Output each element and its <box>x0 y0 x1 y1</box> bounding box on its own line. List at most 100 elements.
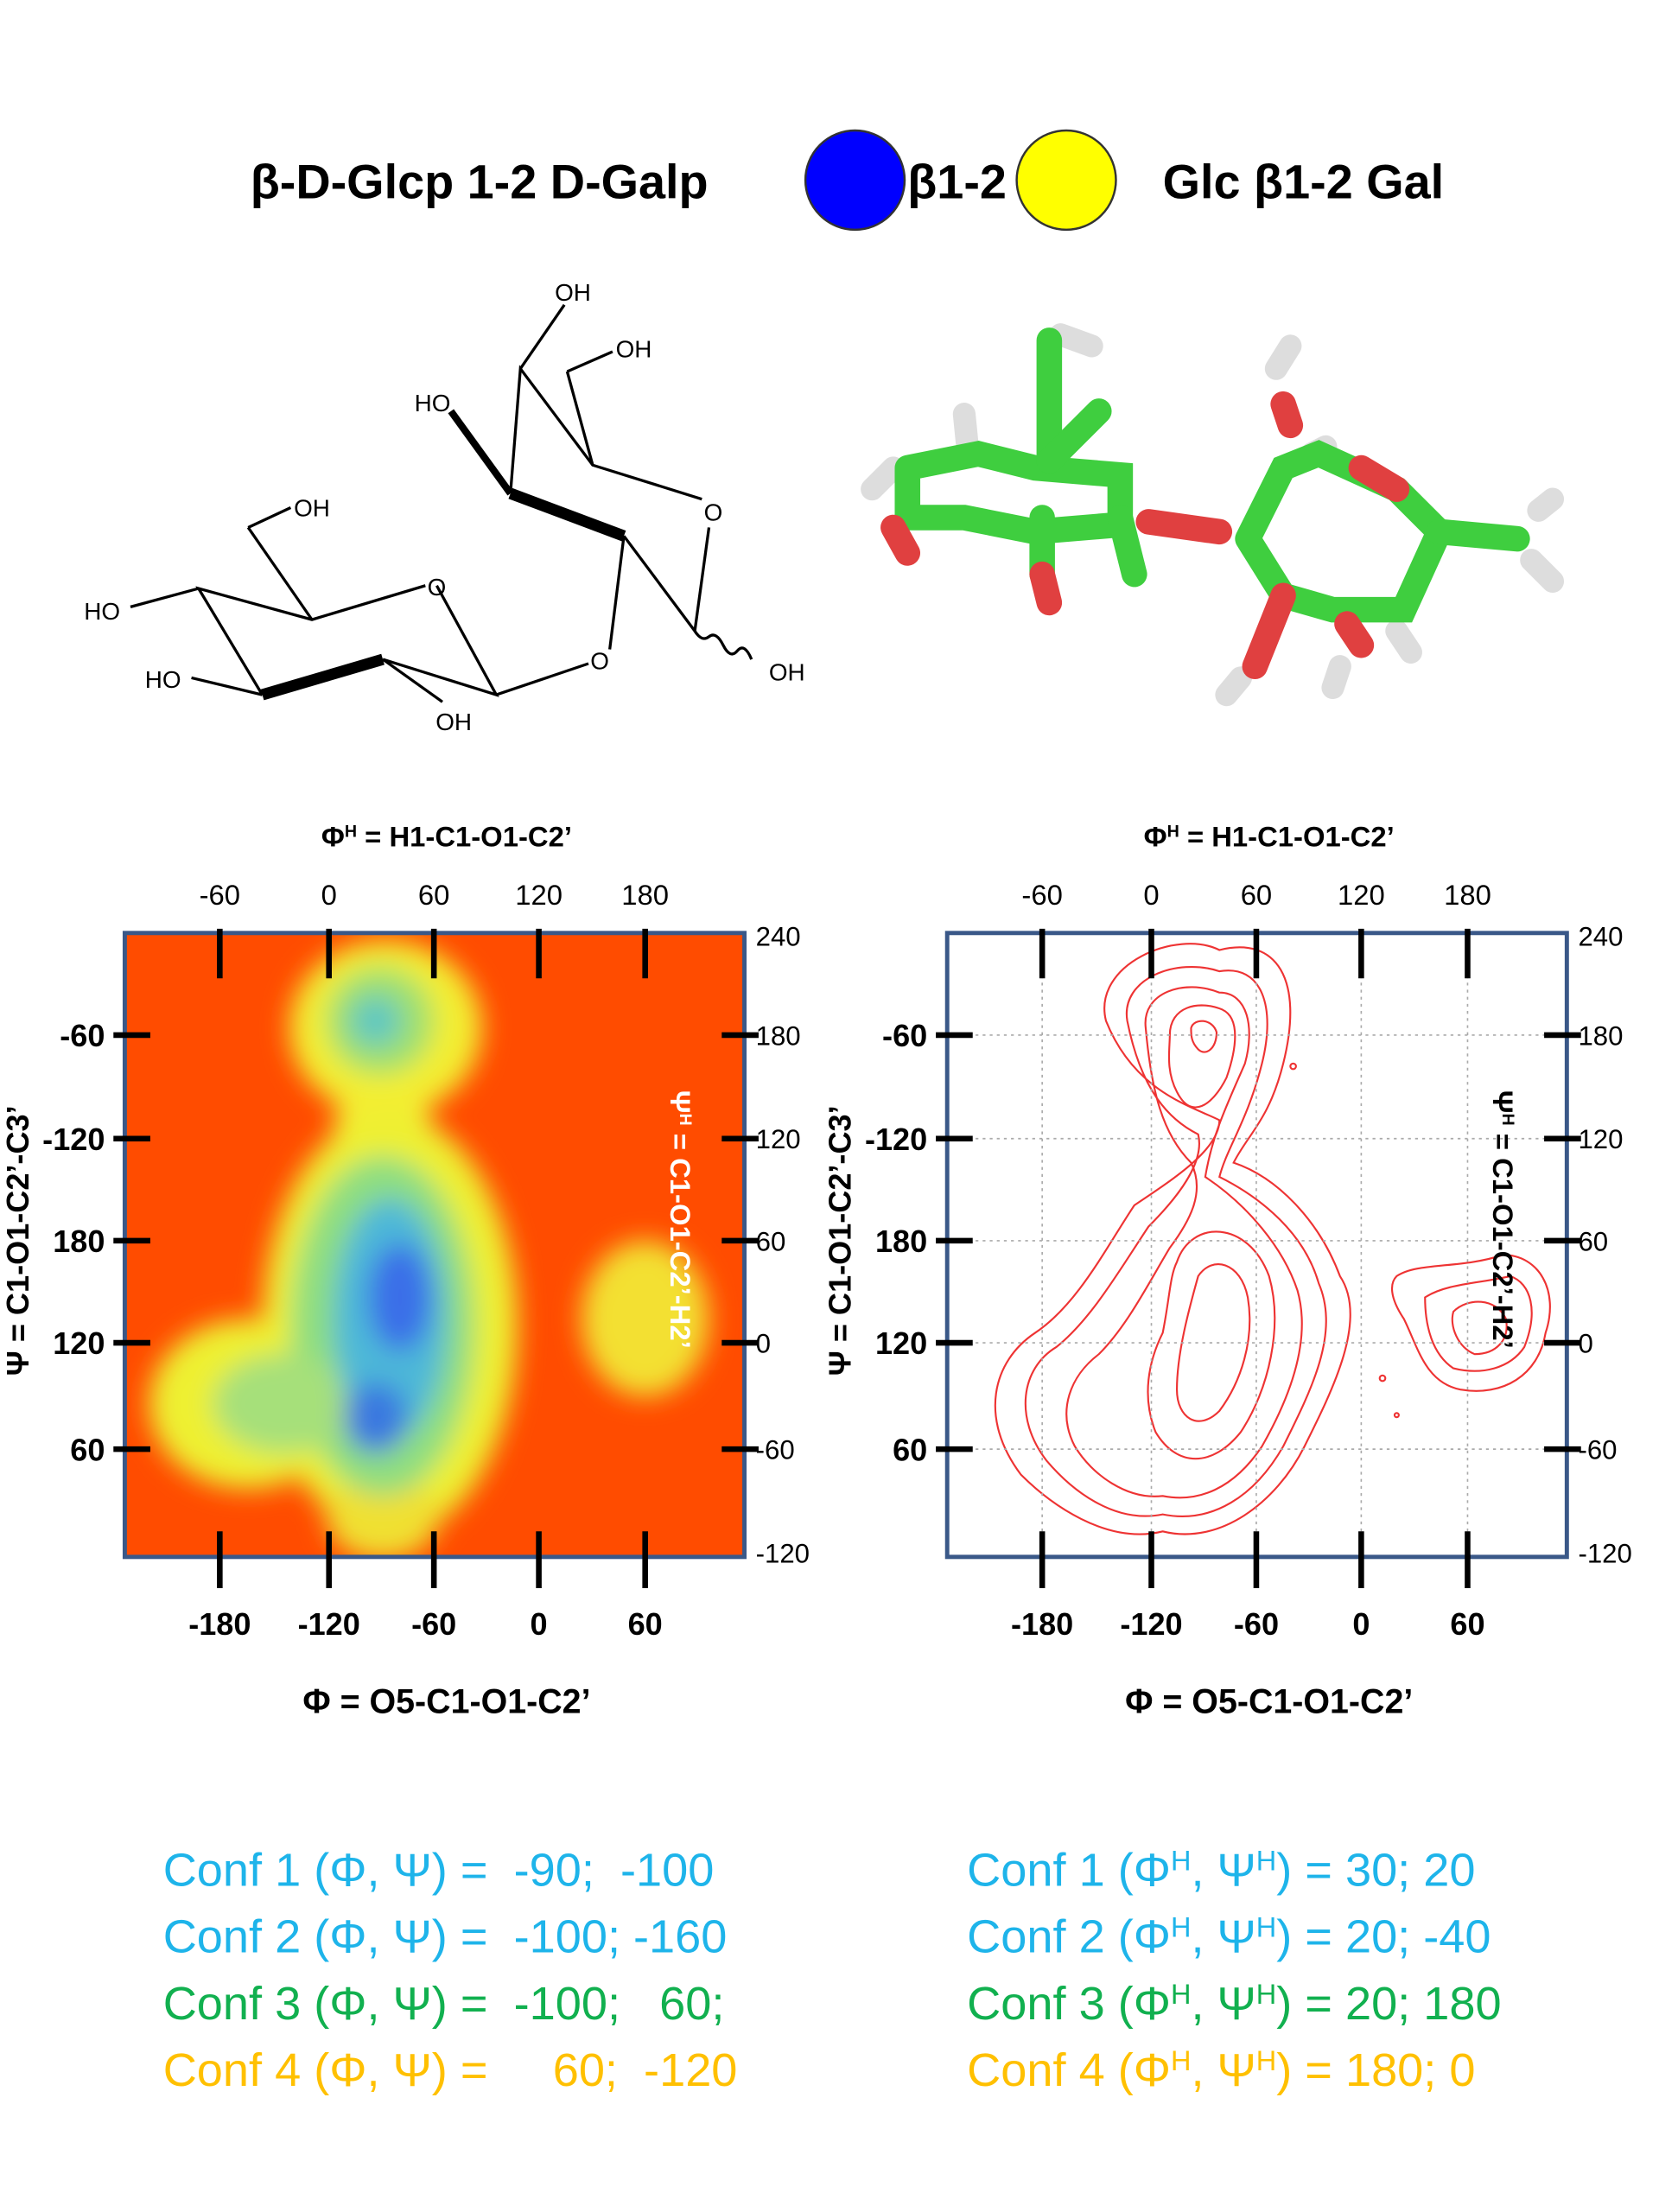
text-part: , Ψ <box>1191 2044 1255 2096</box>
text-part: H <box>1167 823 1179 842</box>
conformation: Conf 4 (ΦH, ΨH) = 180; 0 <box>967 2044 1475 2096</box>
text-part: Ψ <box>823 1351 858 1376</box>
top-tick-label: 0 <box>1143 879 1159 911</box>
right-tick-label: -120 <box>756 1538 810 1568</box>
right-tick-label: 60 <box>756 1226 786 1256</box>
text-part: Φ <box>1144 821 1167 853</box>
bottom-tick-label: 60 <box>628 1606 663 1642</box>
top-tick-label: -60 <box>1021 879 1062 911</box>
text-part: Φ <box>302 1682 330 1720</box>
heatmap <box>124 932 745 1557</box>
text-part: = O5-C1-O1-C2’ <box>331 1682 591 1720</box>
conformation: Conf 3 (Φ, Ψ) = -100; 60; <box>163 1978 725 2030</box>
text-part: Conf 3 (Φ <box>967 1978 1171 2030</box>
right-tick-label: 240 <box>1578 922 1623 952</box>
right-tick-label: 240 <box>756 922 801 952</box>
right-tick-label: 60 <box>1578 1226 1608 1256</box>
bottom-tick-label: -120 <box>1120 1606 1182 1642</box>
atom-label: OH <box>435 709 472 735</box>
right-axis-label: ΨH = C1-O1-C2’-H2’ <box>1487 1090 1519 1349</box>
right-axis-label: ΨH = C1-O1-C2’-H2’ <box>664 1090 696 1349</box>
left-tick-label: 120 <box>875 1325 927 1361</box>
text-part: = C1-O1-C2’-H2’ <box>664 1126 696 1349</box>
bottom-axis-label: Φ = O5-C1-O1-C2’ <box>1125 1682 1413 1720</box>
text-part: H <box>1256 1979 1276 2010</box>
top-tick-label: 180 <box>621 879 669 911</box>
atom-label: OH <box>555 279 591 306</box>
conformation: Conf 2 (Φ, Ψ) = -100; -160 <box>163 1911 728 1963</box>
text-part: H <box>676 1113 695 1125</box>
bottom-tick-label: -120 <box>298 1606 360 1642</box>
right-tick-label: -60 <box>756 1435 795 1465</box>
text-part: ) = 180; 0 <box>1276 2044 1475 2096</box>
right-tick-label: 180 <box>1578 1020 1623 1051</box>
text-part: Conf 1 (Φ, Ψ) = <box>163 1845 488 1897</box>
legend-label: β1-2 <box>907 155 1007 209</box>
bottom-tick-label: 0 <box>531 1606 548 1642</box>
atom-label: HO <box>415 390 451 416</box>
atom-label: HO <box>84 598 120 625</box>
text-part: H <box>1171 1846 1191 1877</box>
top-tick-label: 120 <box>515 879 563 911</box>
atom-label: HO <box>145 666 181 693</box>
bottom-axis-label: Φ = O5-C1-O1-C2’ <box>302 1682 590 1720</box>
top-tick-label: 0 <box>321 879 337 911</box>
text-part: H <box>1256 2045 1276 2076</box>
text-part: , Ψ <box>1191 1911 1255 1963</box>
contour-lines <box>994 943 1551 1535</box>
text-part: Conf 2 (Φ, Ψ) = <box>163 1911 488 1963</box>
chemical-structure <box>130 303 753 703</box>
text-part: Conf 1 (Φ <box>967 1845 1171 1897</box>
text-part: H <box>1498 1113 1517 1125</box>
text-part: = H1-C1-O1-C2’ <box>1179 821 1395 853</box>
text-part: = C1-O1-C2’-C3’ <box>823 1105 858 1351</box>
text-part: Ψ <box>0 1351 35 1376</box>
text-part: -100; -160 <box>488 1911 728 1963</box>
plot-frame <box>944 931 1569 1560</box>
text-part: ) = 20; 180 <box>1276 1978 1501 2030</box>
text-part: , Ψ <box>1191 1978 1255 2030</box>
text-part: = C1-O1-C2’-H2’ <box>1487 1126 1519 1349</box>
conformation: Conf 3 (ΦH, ΨH) = 20; 180 <box>967 1978 1501 2030</box>
atom-label: O <box>704 499 723 525</box>
right-tick-label: 0 <box>1578 1329 1592 1359</box>
conformation: Conf 4 (Φ, Ψ) = 60; -120 <box>163 2044 738 2096</box>
top-tick-label: 180 <box>1444 879 1491 911</box>
right-tick-label: 180 <box>756 1020 801 1051</box>
text-part: -90; -100 <box>488 1845 715 1897</box>
text-part: = H1-C1-O1-C2’ <box>357 821 572 853</box>
text-part: , Ψ <box>1191 1845 1255 1897</box>
text-part: H <box>1171 1912 1191 1943</box>
left-tick-label: 180 <box>875 1224 927 1259</box>
top-tick-label: -60 <box>200 879 240 911</box>
left-tick-label: 60 <box>893 1432 927 1467</box>
text-part: H <box>1171 2045 1191 2076</box>
atom-label: O <box>590 648 609 675</box>
text-part: ) = 20; -40 <box>1276 1911 1491 1963</box>
right-tick-label: 0 <box>756 1329 771 1359</box>
bottom-tick-label: 0 <box>1352 1606 1370 1642</box>
top-tick-label: 60 <box>418 879 450 911</box>
text-part: H <box>1256 1912 1276 1943</box>
conformation: Conf 1 (ΦH, ΨH) = 30; 20 <box>967 1845 1475 1897</box>
atom-label: OH <box>294 494 330 521</box>
right-tick-label: 120 <box>1578 1124 1623 1154</box>
left-tick-label: 60 <box>70 1432 105 1467</box>
left-tick-label: -120 <box>42 1122 105 1157</box>
text-part: 60; -120 <box>488 2044 738 2096</box>
top-axis-label: ΦH = H1-C1-O1-C2’ <box>321 821 572 853</box>
top-tick-label: 60 <box>1241 879 1273 911</box>
left-tick-label: -60 <box>882 1018 927 1053</box>
atom-label: O <box>428 574 447 601</box>
text-part: H <box>345 823 357 842</box>
text-part: H <box>1256 1846 1276 1877</box>
left-tick-label: -60 <box>60 1018 105 1053</box>
top-axis-label: ΦH = H1-C1-O1-C2’ <box>1144 821 1395 853</box>
bottom-tick-label: -60 <box>1234 1606 1279 1642</box>
top-tick-label: 120 <box>1338 879 1385 911</box>
text-part: H <box>1171 1979 1191 2010</box>
text-part: Conf 4 (Φ <box>967 2044 1171 2096</box>
text-part: Ψ <box>664 1090 696 1114</box>
text-part: Conf 3 (Φ, Ψ) = <box>163 1978 488 2030</box>
